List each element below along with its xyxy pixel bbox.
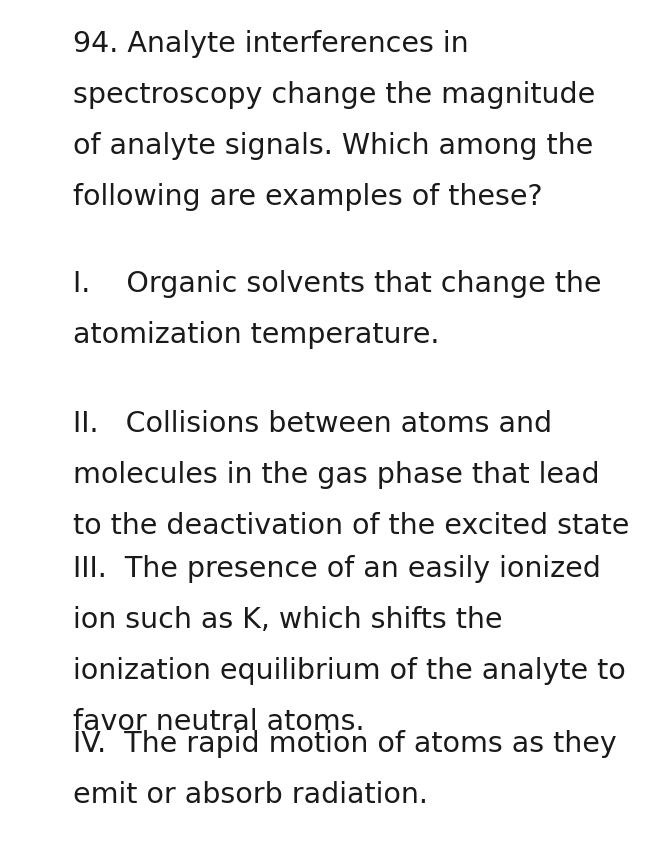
- Text: II.   Collisions between atoms and
molecules in the gas phase that lead
to the d: II. Collisions between atoms and molecul…: [73, 410, 630, 540]
- Text: I.    Organic solvents that change the
atomization temperature.: I. Organic solvents that change the atom…: [73, 270, 602, 349]
- Text: IV.  The rapid motion of atoms as they
emit or absorb radiation.: IV. The rapid motion of atoms as they em…: [73, 730, 617, 809]
- Text: 94. Analyte interferences in
spectroscopy change the magnitude
of analyte signal: 94. Analyte interferences in spectroscop…: [73, 30, 596, 212]
- Text: III.  The presence of an easily ionized
ion such as K, which shifts the
ionizati: III. The presence of an easily ionized i…: [73, 555, 626, 736]
